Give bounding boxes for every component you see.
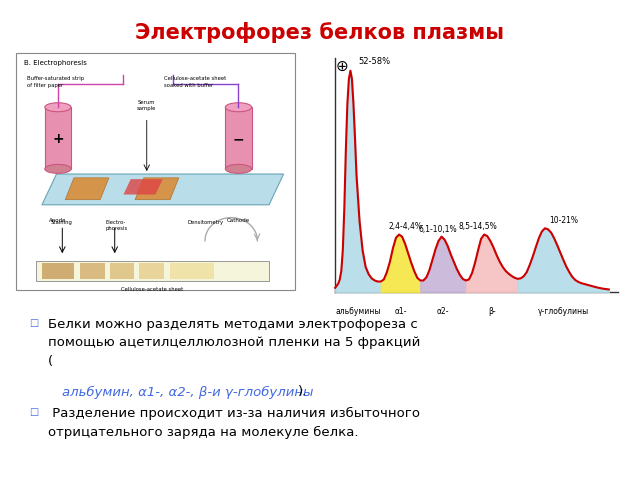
Ellipse shape [45,164,71,173]
Text: Anode: Anode [49,217,67,223]
Text: Белки можно разделять методами электрофореза с
помощью ацетилцеллюлозной пленки : Белки можно разделять методами электрофо… [48,318,420,368]
Polygon shape [225,107,252,169]
Polygon shape [65,178,109,200]
Text: 8,5-14,5%: 8,5-14,5% [458,222,497,231]
Text: 2,4-4,4%: 2,4-4,4% [388,222,422,231]
Text: Электрофорез белков плазмы: Электрофорез белков плазмы [136,22,504,43]
Text: ⊕: ⊕ [336,59,349,74]
Text: □: □ [29,318,38,328]
Bar [42,263,74,279]
Ellipse shape [45,103,71,112]
Text: 6,1-10,1%: 6,1-10,1% [419,225,458,233]
Text: Densitometry: Densitometry [188,220,223,225]
Text: ).: ). [298,385,307,398]
Text: β-: β- [488,307,495,315]
Text: Cathode: Cathode [227,217,250,223]
Bar [170,263,214,279]
Text: альбумин, α1-, α2-, β-и γ-глобулины: альбумин, α1-, α2-, β-и γ-глобулины [62,385,314,398]
Text: Staining: Staining [51,220,72,225]
Text: альбумины: альбумины [335,307,381,315]
Ellipse shape [225,164,252,173]
Text: B. Electrophoresis: B. Electrophoresis [24,60,87,66]
Bar [110,263,134,279]
Text: α2-: α2- [437,307,449,315]
Text: Разделение происходит из-за наличия избыточного
отрицательного заряда на молекул: Разделение происходит из-за наличия избы… [48,407,420,439]
Text: Electro-
phoresis: Electro- phoresis [106,220,128,231]
Text: □: □ [29,407,38,417]
Text: +: + [52,132,64,146]
Text: 10-21%: 10-21% [550,216,579,225]
Bar [36,261,269,281]
Text: Cellulose-acetate sheet
soaked with buffer: Cellulose-acetate sheet soaked with buff… [164,76,227,88]
Polygon shape [124,179,163,194]
Text: γ-глобулины: γ-глобулины [538,307,589,315]
Polygon shape [135,178,179,200]
Text: Buffer-saturated strip
of filter paper: Buffer-saturated strip of filter paper [28,76,84,88]
Bar [140,263,164,279]
Text: α1-: α1- [394,307,407,315]
Bar [80,263,104,279]
Text: Serum
sample: Serum sample [137,99,156,111]
Text: 52-58%: 52-58% [358,58,390,66]
Ellipse shape [225,103,252,112]
Text: −: − [233,132,244,146]
Polygon shape [45,107,71,169]
Polygon shape [42,174,284,205]
Text: Cellulose-acetate sheet: Cellulose-acetate sheet [122,287,184,292]
